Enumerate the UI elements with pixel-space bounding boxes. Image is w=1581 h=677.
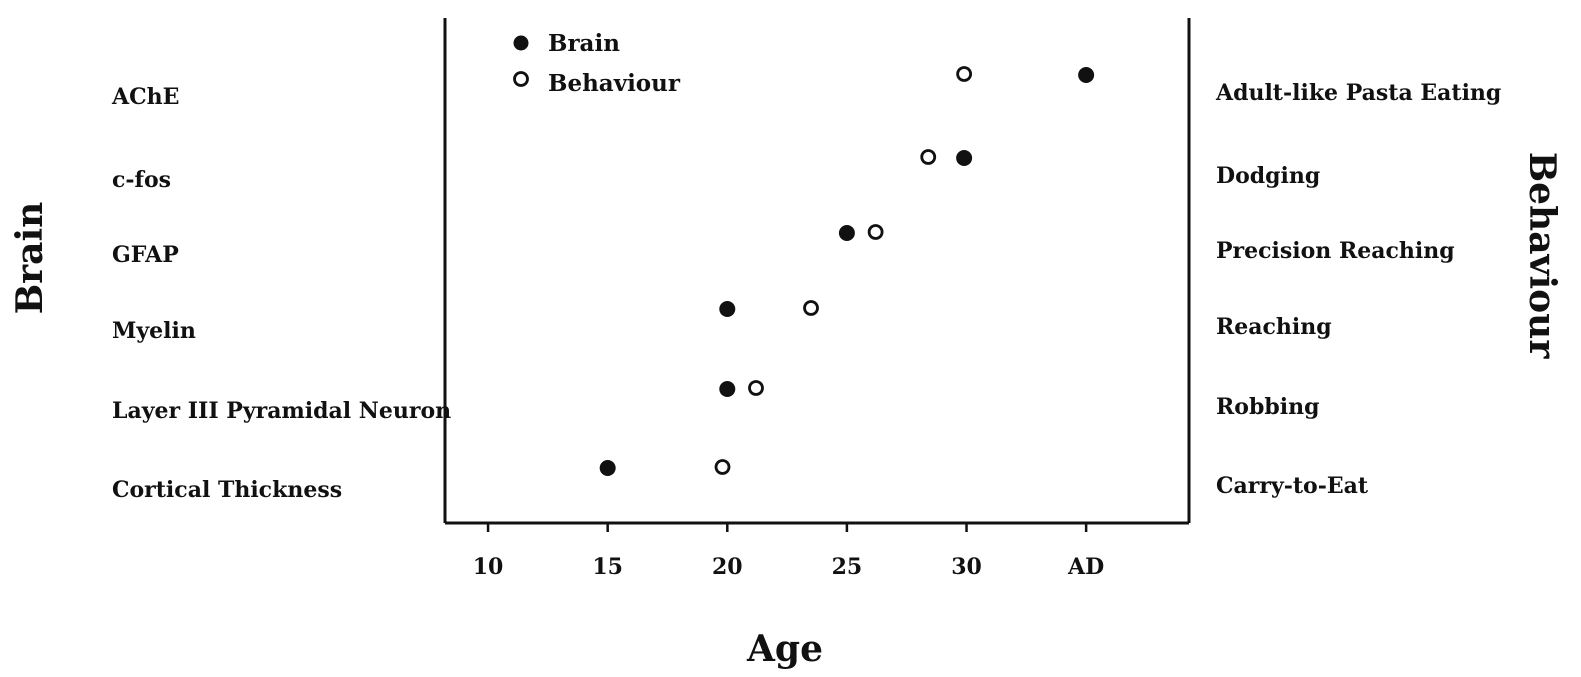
brain-point — [1078, 67, 1095, 83]
x-tick-label: AD — [1067, 554, 1104, 580]
behaviour-row-label: Dodging — [1216, 163, 1320, 189]
behaviour-row-labels: Adult-like Pasta Eating Dodging Precision … — [1215, 80, 1501, 499]
brain-point — [719, 301, 736, 317]
x-axis-title: Age — [746, 628, 823, 670]
x-tick-label: 20 — [712, 554, 743, 580]
behaviour-row-label: Precision Reaching — [1216, 238, 1455, 264]
behaviour-row-label: Adult-like Pasta Eating — [1215, 80, 1501, 106]
brain-point — [956, 150, 973, 166]
brain-row-label: Layer III Pyramidal Neuron — [112, 398, 451, 424]
x-tick-label: 25 — [832, 554, 863, 580]
right-axis-title: Behaviour — [1521, 152, 1563, 360]
behaviour-point — [956, 66, 973, 82]
behaviour-row-label: Carry-to-Eat — [1216, 473, 1369, 499]
behaviour-row-label: Robbing — [1216, 394, 1319, 420]
brain-row-label: GFAP — [112, 242, 179, 268]
behaviour-point — [714, 459, 731, 475]
behaviour-point — [867, 224, 884, 240]
brain-row-label: Cortical Thickness — [112, 477, 342, 503]
legend-marker-behaviour — [513, 71, 529, 87]
behaviour-row-label: Reaching — [1216, 314, 1332, 340]
brain-row-label: Myelin — [112, 318, 196, 344]
behaviour-point — [748, 380, 764, 396]
legend-label-behaviour: Behaviour — [548, 70, 681, 97]
brain-row-label: AChE — [111, 84, 179, 110]
brain-row-label: c-fos — [112, 167, 171, 193]
legend-marker-brain — [513, 35, 529, 51]
x-tick-label: 10 — [473, 554, 504, 580]
legend-label-brain: Brain — [548, 30, 620, 57]
data-points — [599, 66, 1095, 476]
x-tick-label: 30 — [951, 554, 982, 580]
brain-row-labels: AChE c-fos GFAP Myelin Layer III Pyramidal N… — [111, 84, 451, 503]
behaviour-point — [803, 300, 819, 316]
behaviour-point — [920, 149, 937, 165]
left-axis-title: Brain — [9, 202, 51, 315]
legend: Brain Behaviour — [513, 30, 681, 97]
brain-point — [599, 460, 616, 476]
brain-point — [719, 381, 736, 397]
x-ticks: 10 15 20 25 30 AD — [473, 523, 1104, 580]
brain-point — [838, 225, 855, 241]
x-tick-label: 15 — [592, 554, 623, 580]
